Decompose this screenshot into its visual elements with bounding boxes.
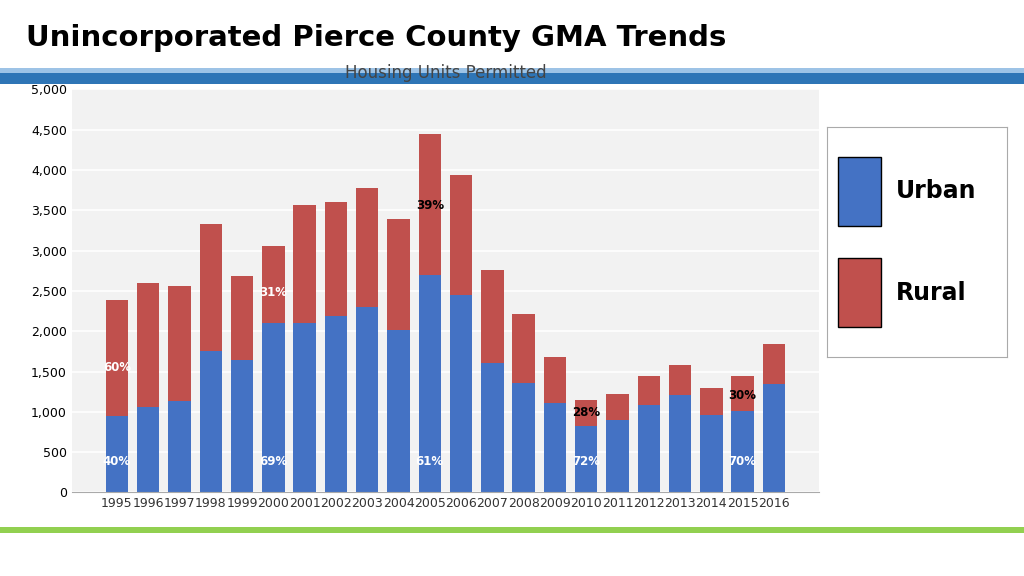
Bar [137, 407, 160, 492]
Bar [294, 206, 316, 323]
Bar [356, 188, 379, 307]
Bar [168, 400, 190, 492]
Bar [606, 394, 629, 420]
Text: 70%: 70% [729, 456, 757, 468]
Bar [105, 300, 128, 416]
Bar [0, 73, 1024, 84]
Bar [544, 357, 566, 403]
Bar [481, 270, 504, 363]
Text: 40%: 40% [102, 456, 131, 468]
Bar [606, 420, 629, 492]
Bar [0, 67, 1024, 73]
Bar [168, 286, 190, 400]
Bar [0, 527, 1024, 533]
Text: 3/7/2019: 3/7/2019 [20, 548, 89, 563]
Bar [450, 295, 472, 492]
Bar [763, 344, 785, 384]
Text: Unincorporated Pierce County GMA Trends: Unincorporated Pierce County GMA Trends [26, 24, 726, 52]
Text: WRIA #15 - Pierce County: WRIA #15 - Pierce County [413, 548, 611, 563]
Bar [294, 323, 316, 492]
Text: 30%: 30% [729, 389, 757, 402]
Bar [731, 411, 754, 492]
Bar [137, 283, 160, 407]
Bar [262, 323, 285, 492]
Bar [700, 415, 723, 492]
Bar [105, 416, 128, 492]
Text: 61%: 61% [416, 456, 443, 468]
Bar [763, 384, 785, 492]
Bar [262, 246, 285, 323]
Bar [731, 376, 754, 411]
Text: 28%: 28% [572, 406, 600, 419]
Bar [356, 307, 379, 492]
Bar [700, 388, 723, 415]
Bar [419, 275, 441, 492]
Bar [669, 395, 691, 492]
Bar [230, 360, 253, 492]
Bar [387, 219, 410, 331]
Bar [638, 376, 660, 406]
Text: 39%: 39% [416, 199, 443, 212]
Text: 60%: 60% [102, 361, 131, 374]
Title: Housing Units Permitted: Housing Units Permitted [345, 64, 546, 82]
Bar [574, 400, 597, 426]
Text: 4: 4 [993, 548, 1004, 563]
Text: 69%: 69% [259, 456, 288, 468]
Text: Urban: Urban [895, 179, 976, 203]
Bar [512, 314, 535, 383]
Bar [669, 365, 691, 395]
Bar [230, 275, 253, 360]
Text: 72%: 72% [572, 456, 600, 468]
Bar [450, 175, 472, 295]
Bar [638, 406, 660, 492]
Bar [325, 316, 347, 492]
Bar [419, 134, 441, 275]
Bar [200, 351, 222, 492]
Bar [512, 383, 535, 492]
FancyBboxPatch shape [838, 157, 881, 226]
Text: 31%: 31% [259, 286, 288, 299]
Bar [481, 363, 504, 492]
Text: Rural: Rural [895, 281, 966, 305]
Bar [325, 202, 347, 316]
Bar [200, 224, 222, 351]
FancyBboxPatch shape [838, 258, 881, 327]
Bar [574, 426, 597, 492]
Bar [387, 331, 410, 492]
Bar [544, 403, 566, 492]
